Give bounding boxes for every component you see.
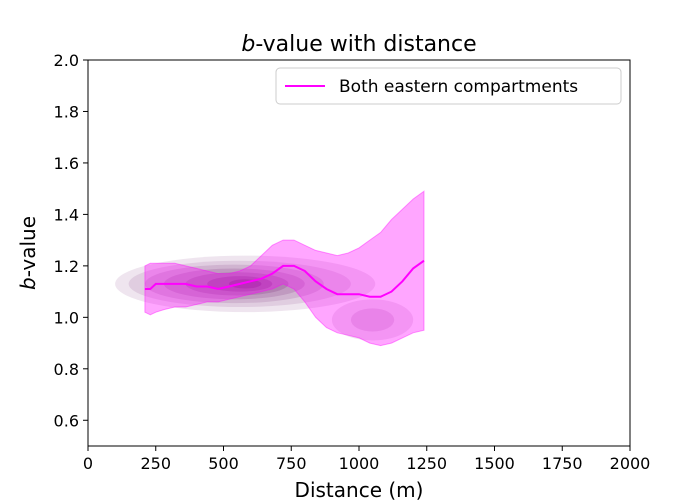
y-tick-label: 2.0 <box>54 51 79 70</box>
legend-label: Both eastern compartments <box>339 77 578 97</box>
x-tick-label: 500 <box>208 454 239 473</box>
chart-title: b-value with distance <box>241 32 476 57</box>
y-tick-label: 1.8 <box>54 102 79 121</box>
confidence-band <box>144 190 425 347</box>
x-tick-label: 0 <box>83 454 93 473</box>
x-tick-label: 1000 <box>339 454 380 473</box>
y-tick-label: 1.4 <box>54 205 79 224</box>
y-tick-label: 1.2 <box>54 257 79 276</box>
x-tick-label: 1750 <box>542 454 583 473</box>
x-tick-label: 1250 <box>406 454 447 473</box>
series-line <box>144 259 425 298</box>
density-level-2 <box>144 264 324 304</box>
y-axis-ticks: 0.6 0.8 1.0 1.2 1.4 1.6 1.8 2.0 <box>54 51 88 430</box>
density-level-8 <box>350 308 395 332</box>
x-tick-label: 250 <box>140 454 171 473</box>
x-tick-label: 1500 <box>474 454 515 473</box>
y-axis-title: b-value <box>16 216 40 290</box>
x-axis-ticks: 0 250 500 750 1000 1250 1500 1750 2000 <box>83 446 650 473</box>
density-level-3 <box>163 268 305 300</box>
y-tick-label: 1.6 <box>54 154 79 173</box>
y-tick-label: 0.8 <box>54 360 79 379</box>
x-tick-label: 750 <box>276 454 307 473</box>
x-tick-label: 2000 <box>610 454 651 473</box>
legend-box <box>275 67 622 105</box>
y-tick-label: 0.6 <box>54 411 79 430</box>
density-contours <box>115 255 414 341</box>
density-level-0 <box>115 255 376 313</box>
density-level-7 <box>331 299 414 341</box>
y-tick-label: 1.0 <box>54 308 79 327</box>
x-axis-title: Distance (m) <box>295 478 424 500</box>
legend: Both eastern compartments <box>275 67 622 105</box>
